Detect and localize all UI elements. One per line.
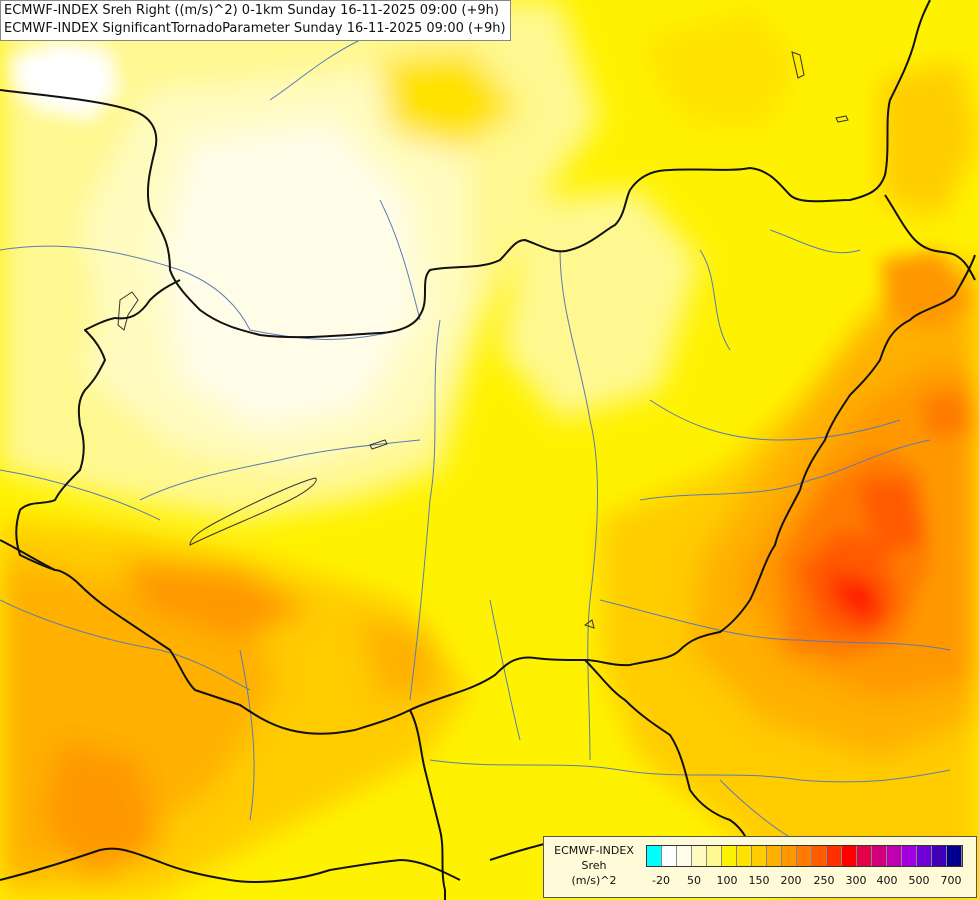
map-title-sreh: ECMWF-INDEX Sreh Right ((m/s)^2) 0-1km S… — [4, 3, 499, 18]
legend-swatch — [662, 846, 677, 866]
legend-swatch — [722, 846, 737, 866]
legend-tick-label: 150 — [748, 874, 770, 887]
legend-swatch — [707, 846, 722, 866]
legend-swatch — [917, 846, 932, 866]
legend-swatch — [932, 846, 947, 866]
legend-tick-label: 700 — [940, 874, 962, 887]
map-title-box: ECMWF-INDEX Sreh Right ((m/s)^2) 0-1km S… — [0, 0, 511, 41]
legend-unit: (m/s)^2 — [571, 874, 617, 887]
legend-tick-label: 200 — [780, 874, 802, 887]
color-legend: ECMWF-INDEX Sreh (m/s)^2 -20 50 100 150 200 2… — [543, 836, 977, 898]
legend-swatch — [782, 846, 797, 866]
legend-swatch — [677, 846, 692, 866]
legend-swatches — [646, 845, 963, 867]
legend-swatch — [737, 846, 752, 866]
legend-swatch — [947, 846, 962, 866]
legend-swatch — [752, 846, 767, 866]
map-title-stp: ECMWF-INDEX SignificantTornadoParameter … — [4, 21, 506, 36]
legend-ticks: -20 50 100 150 200 250 300 400 500 700 — [646, 874, 976, 888]
legend-swatch — [902, 846, 917, 866]
legend-tick-label: 100 — [716, 874, 738, 887]
lakes — [117, 51, 849, 629]
legend-swatch — [647, 846, 662, 866]
legend-swatch — [827, 846, 842, 866]
legend-parameter: Sreh — [581, 859, 607, 872]
legend-swatch — [797, 846, 812, 866]
legend-tick-label: 250 — [813, 874, 835, 887]
legend-swatch — [767, 846, 782, 866]
legend-tick-label: 500 — [908, 874, 930, 887]
legend-swatch — [812, 846, 827, 866]
legend-tick-label: 400 — [876, 874, 898, 887]
legend-label: ECMWF-INDEX Sreh (m/s)^2 — [544, 843, 644, 888]
legend-swatch — [872, 846, 887, 866]
legend-swatch — [842, 846, 857, 866]
sreh-core — [780, 250, 970, 660]
legend-tick-label: -20 — [652, 874, 670, 887]
legend-swatch — [857, 846, 872, 866]
legend-swatch — [692, 846, 707, 866]
legend-tick-label: 50 — [687, 874, 701, 887]
legend-swatch — [887, 846, 902, 866]
white-area — [10, 40, 120, 120]
legend-source: ECMWF-INDEX — [554, 844, 634, 857]
legend-tick-label: 300 — [845, 874, 867, 887]
rivers — [0, 39, 951, 871]
